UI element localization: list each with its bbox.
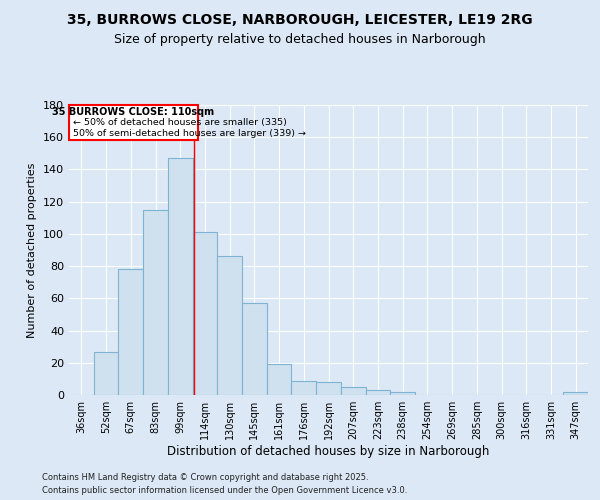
Bar — [365, 390, 390, 395]
Bar — [390, 392, 415, 395]
Bar — [118, 270, 143, 395]
Bar — [292, 380, 316, 395]
Bar — [143, 210, 168, 395]
Text: 35 BURROWS CLOSE: 110sqm: 35 BURROWS CLOSE: 110sqm — [52, 108, 214, 118]
Bar — [168, 158, 193, 395]
Bar — [563, 392, 588, 395]
X-axis label: Distribution of detached houses by size in Narborough: Distribution of detached houses by size … — [167, 445, 490, 458]
Bar — [242, 303, 267, 395]
Bar — [341, 387, 365, 395]
Bar — [217, 256, 242, 395]
Text: 50% of semi-detached houses are larger (339) →: 50% of semi-detached houses are larger (… — [73, 129, 306, 138]
Bar — [94, 352, 118, 395]
Text: 35, BURROWS CLOSE, NARBOROUGH, LEICESTER, LE19 2RG: 35, BURROWS CLOSE, NARBOROUGH, LEICESTER… — [67, 12, 533, 26]
Bar — [193, 232, 217, 395]
Text: ← 50% of detached houses are smaller (335): ← 50% of detached houses are smaller (33… — [73, 118, 287, 127]
Text: Size of property relative to detached houses in Narborough: Size of property relative to detached ho… — [114, 32, 486, 46]
Y-axis label: Number of detached properties: Number of detached properties — [28, 162, 37, 338]
Text: Contains public sector information licensed under the Open Government Licence v3: Contains public sector information licen… — [42, 486, 407, 495]
Text: Contains HM Land Registry data © Crown copyright and database right 2025.: Contains HM Land Registry data © Crown c… — [42, 472, 368, 482]
FancyBboxPatch shape — [69, 105, 197, 140]
Bar — [267, 364, 292, 395]
Bar — [316, 382, 341, 395]
